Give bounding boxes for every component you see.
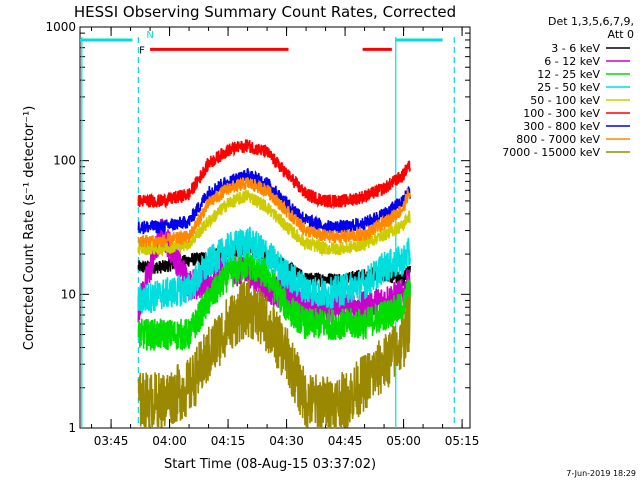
legend-entry-label: 100 - 300 keV [523, 107, 600, 120]
legend-entry-label: 12 - 25 keV [537, 68, 600, 81]
y-axis-label: Corrected Count Rate (s⁻¹ detector⁻¹) [22, 106, 37, 351]
x-axis-label: Start Time (08-Aug-15 03:37:02) [164, 457, 376, 472]
legend-entry-label: 300 - 800 keV [523, 120, 600, 133]
series-line [137, 250, 411, 351]
legend-entry-label: 7000 - 15000 keV [502, 146, 600, 159]
footer-timestamp: 7-Jun-2019 18:29 [566, 469, 636, 478]
x-tick-label: 04:30 [269, 434, 304, 448]
x-tick-label: 04:00 [152, 434, 187, 448]
legend-entry-label: 6 - 12 keV [544, 55, 600, 68]
legend-header-line-1: Det 1,3,5,6,7,9, [548, 15, 634, 28]
y-tick-label: 1 [68, 421, 76, 435]
chart-title: HESSI Observing Summary Count Rates, Cor… [74, 3, 456, 21]
x-tick-label: 05:00 [386, 434, 421, 448]
x-tick-label: 04:45 [328, 434, 363, 448]
series-line [137, 226, 411, 314]
series-line [137, 167, 411, 235]
y-tick-label: 100 [53, 154, 76, 168]
x-tick-label: 04:15 [211, 434, 246, 448]
x-tick-label: 05:15 [445, 434, 480, 448]
legend-entry-label: 800 - 7000 keV [516, 133, 600, 146]
x-tick-label: 03:45 [94, 434, 129, 448]
series-line [137, 176, 411, 248]
y-tick-label: 1000 [45, 20, 76, 34]
plot-frame [79, 26, 471, 429]
flag-label-n: N [146, 30, 153, 41]
y-tick-label: 10 [61, 287, 76, 301]
flag-label: F [139, 45, 145, 56]
legend-entry-label: 3 - 6 keV [551, 42, 600, 55]
series-line [137, 139, 411, 210]
plot-area: 1 10 100 1000 03:45 04:00 04:15 04:30 04:45 05:00… [45, 20, 479, 448]
legend-entry-label: 25 - 50 keV [537, 81, 600, 94]
series-line [137, 190, 411, 257]
legend-header-line-2: Att 0 [608, 28, 634, 41]
series-line [137, 279, 411, 429]
legend-entry-label: 50 - 100 keV [530, 94, 600, 107]
